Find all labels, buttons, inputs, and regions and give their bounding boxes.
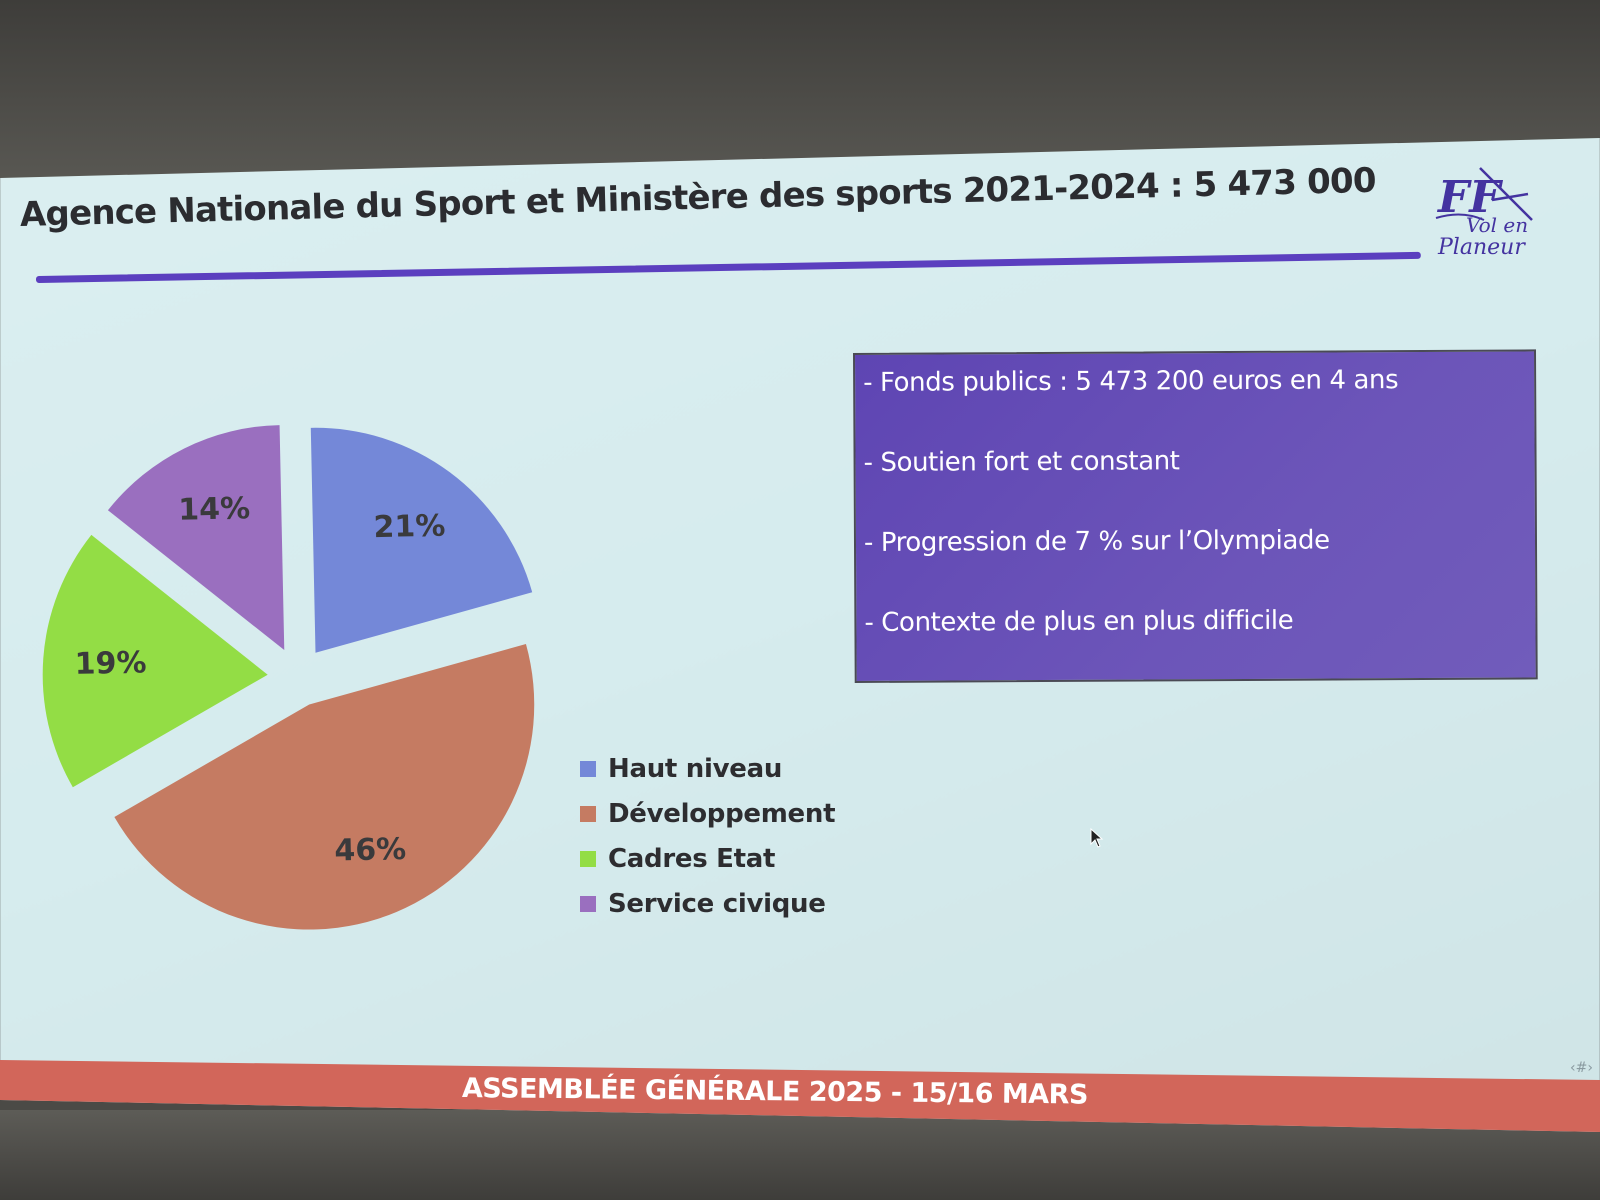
legend-swatch [580, 895, 596, 912]
legend-item: Haut niveau [580, 746, 835, 791]
pie-slice-service-civique [107, 425, 285, 651]
legend-label: Service civique [608, 888, 826, 919]
legend-swatch [580, 850, 596, 867]
pie-slice-haut-niveau [310, 427, 533, 653]
slide-number-placeholder: ‹#› [1570, 1060, 1593, 1076]
glider-icon [1479, 167, 1533, 221]
legend-item: Service civique [580, 881, 835, 926]
legend-label: Cadres Etat [608, 843, 776, 874]
pie-data-label: 19% [74, 645, 147, 681]
pie-slice-d-veloppement [114, 644, 535, 930]
legend-label: Haut niveau [608, 753, 783, 784]
pie-slice-cadres-etat [42, 534, 268, 788]
logo-line1: Vol en [1466, 213, 1528, 237]
pie-data-label: 46% [334, 832, 407, 868]
federation-logo: FF Vol en Planeur [1435, 167, 1533, 260]
legend-item: Cadres Etat [580, 836, 835, 881]
pie-data-label: 14% [178, 491, 251, 527]
legend-swatch [580, 805, 596, 822]
pie-data-label: 21% [373, 509, 446, 545]
logo-line2: Planeur [1437, 235, 1526, 260]
legend-swatch [580, 760, 596, 777]
legend-label: Développement [608, 798, 836, 829]
mouse-cursor-icon [1090, 828, 1104, 848]
logo-swoosh-icon [1435, 213, 1485, 221]
legend-item: Développement [580, 791, 836, 836]
chart-legend: Haut niveau Développement Cadres Etat Servi… [580, 746, 836, 926]
